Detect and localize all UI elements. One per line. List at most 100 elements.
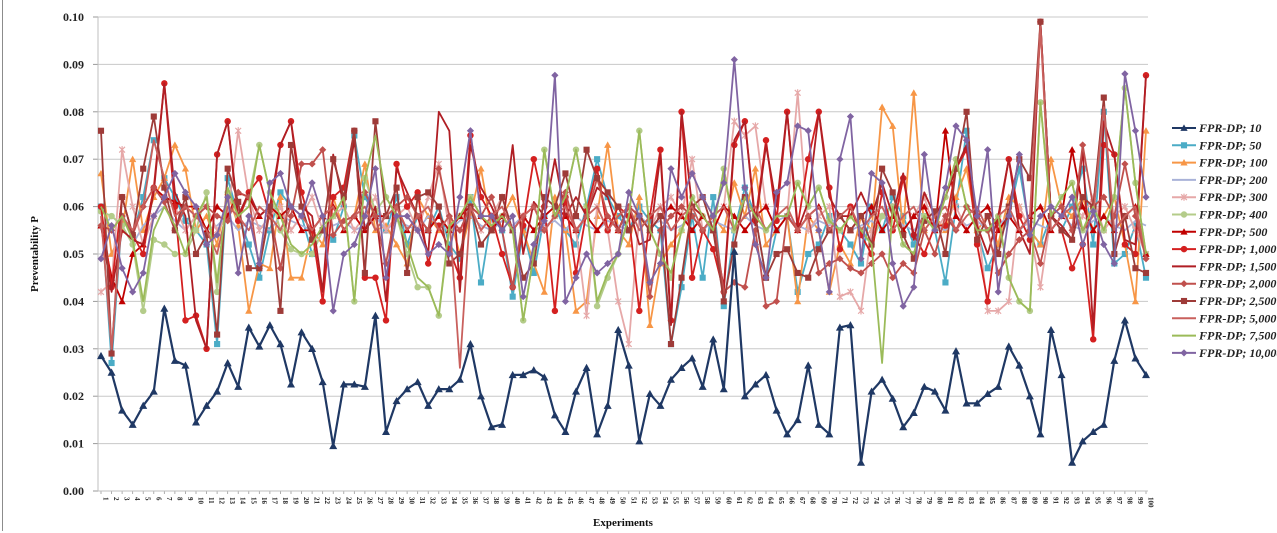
data-point bbox=[150, 212, 158, 220]
data-point bbox=[814, 420, 823, 428]
data-point bbox=[403, 385, 412, 393]
data-point bbox=[1180, 159, 1188, 166]
data-point bbox=[277, 307, 284, 314]
data-point bbox=[772, 406, 781, 414]
data-point bbox=[477, 392, 485, 400]
data-point bbox=[213, 288, 221, 296]
data-point bbox=[1131, 354, 1140, 362]
data-point bbox=[350, 380, 359, 388]
data-point bbox=[276, 193, 285, 200]
legend-item: FPR-DP; 5,000 bbox=[1172, 311, 1276, 325]
data-point bbox=[836, 255, 844, 263]
data-point bbox=[329, 307, 337, 315]
data-point bbox=[878, 375, 887, 383]
data-point bbox=[593, 165, 601, 172]
data-point bbox=[625, 340, 633, 348]
x-tick-label: 72 bbox=[851, 497, 859, 505]
x-tick-label: 66 bbox=[788, 497, 796, 505]
y-axis-ticks: 0.00 0.01 0.02 0.03 0.04 0.05 0.06 0.07 0.08 0.09… bbox=[63, 10, 98, 498]
data-point bbox=[772, 297, 781, 305]
data-point bbox=[657, 213, 664, 220]
data-point bbox=[530, 269, 537, 277]
data-point bbox=[414, 226, 422, 234]
data-point bbox=[361, 194, 368, 201]
data-point bbox=[139, 401, 148, 409]
data-point bbox=[878, 179, 886, 187]
data-point bbox=[297, 328, 306, 336]
data-point bbox=[118, 146, 126, 154]
x-tick-label: 54 bbox=[661, 497, 669, 505]
data-point bbox=[118, 297, 126, 305]
data-point bbox=[730, 179, 738, 186]
data-point bbox=[1142, 274, 1150, 281]
x-tick-label: 90 bbox=[1041, 497, 1049, 505]
data-point bbox=[393, 160, 400, 168]
data-point bbox=[793, 415, 802, 424]
data-point bbox=[487, 423, 496, 431]
x-tick-label: 46 bbox=[577, 497, 585, 505]
x-tick-label: 5 bbox=[144, 497, 152, 501]
data-point bbox=[772, 188, 781, 196]
data-point bbox=[455, 375, 464, 383]
data-point bbox=[995, 250, 1002, 258]
data-point bbox=[942, 250, 949, 258]
data-point bbox=[149, 387, 158, 395]
data-point bbox=[604, 141, 612, 148]
data-point bbox=[319, 146, 327, 154]
data-point bbox=[825, 288, 833, 296]
data-point bbox=[171, 169, 179, 178]
data-point bbox=[1180, 297, 1188, 305]
data-point bbox=[614, 250, 622, 258]
data-point bbox=[973, 399, 982, 407]
x-tick-label: 33 bbox=[439, 497, 447, 505]
data-point bbox=[298, 203, 305, 210]
data-point bbox=[962, 399, 971, 407]
x-tick-label: 92 bbox=[1062, 497, 1070, 505]
data-point bbox=[424, 260, 432, 267]
x-tick-label: 27 bbox=[376, 497, 384, 505]
data-point bbox=[456, 226, 464, 234]
data-point bbox=[108, 350, 115, 357]
data-point bbox=[846, 112, 855, 121]
data-point bbox=[604, 212, 612, 220]
x-tick-label: 50 bbox=[619, 497, 627, 505]
data-point bbox=[170, 356, 179, 364]
data-point bbox=[646, 278, 654, 287]
data-point bbox=[140, 194, 147, 201]
data-point bbox=[498, 226, 506, 234]
y-tick-label: 0.02 bbox=[63, 389, 84, 403]
data-point bbox=[519, 370, 528, 379]
data-point bbox=[224, 193, 232, 201]
data-point bbox=[150, 113, 157, 120]
data-point bbox=[931, 208, 938, 215]
data-point bbox=[1132, 222, 1139, 229]
data-point bbox=[403, 193, 411, 201]
legend-item: FPR-DP; 300 bbox=[1172, 190, 1267, 204]
data-point bbox=[804, 361, 813, 369]
data-point bbox=[889, 274, 897, 282]
data-point bbox=[741, 226, 749, 234]
data-point bbox=[1079, 194, 1086, 201]
data-point bbox=[509, 283, 517, 291]
data-point bbox=[941, 127, 950, 134]
x-tick-label: 42 bbox=[534, 497, 542, 505]
data-point bbox=[952, 347, 960, 355]
data-point bbox=[382, 427, 390, 435]
x-tick-label: 21 bbox=[313, 497, 321, 505]
data-point bbox=[382, 317, 390, 324]
x-tick-label: 98 bbox=[1125, 497, 1133, 505]
data-point bbox=[181, 188, 190, 196]
data-point bbox=[414, 189, 421, 196]
data-point bbox=[815, 246, 822, 253]
data-point bbox=[677, 363, 686, 371]
data-point bbox=[794, 269, 801, 277]
data-point bbox=[751, 380, 760, 388]
data-point bbox=[1089, 336, 1097, 343]
data-point bbox=[160, 304, 169, 312]
data-point bbox=[498, 420, 507, 428]
data-point bbox=[741, 184, 749, 192]
x-tick-label: 51 bbox=[629, 497, 637, 505]
data-point bbox=[931, 250, 939, 258]
data-point bbox=[256, 226, 263, 234]
x-tick-label: 44 bbox=[555, 497, 563, 505]
